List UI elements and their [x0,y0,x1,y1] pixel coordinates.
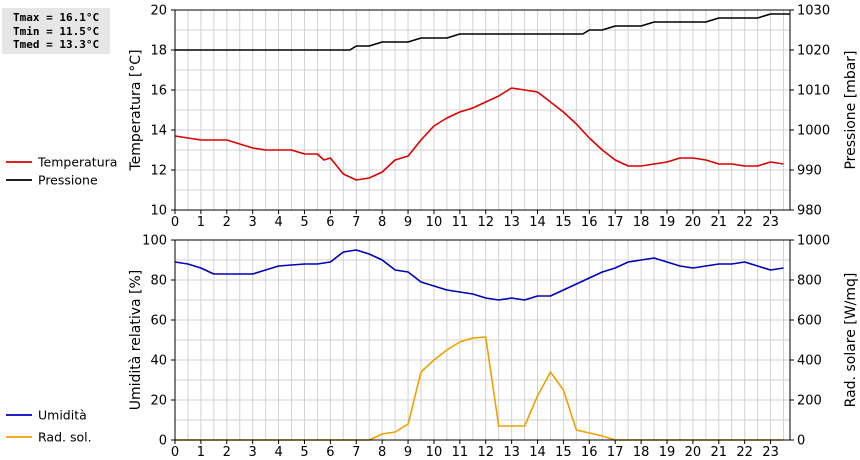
x-tick-label: 2 [223,215,231,230]
chart-panel-2: 0 1 2 3 4 5 6 7 8 9 10 11 12 13 14 15 16 17 18 19 20 21 22 2302… [6,234,859,460]
x-tick-label: 21 [711,215,728,230]
y-tick-label: 0 [159,434,167,449]
x-tick-label: 5 [300,215,308,230]
y-tick-label: 60 [150,314,167,329]
y-tick-label: 14 [150,124,167,139]
y2-tick-label: 400 [797,354,822,369]
x-tick-label: 15 [555,215,572,230]
x-tick-label: 0 [171,215,179,230]
y2-tick-label: 200 [797,394,822,409]
x-tick-label: 13 [503,215,520,230]
y-tick-label: 80 [150,274,167,289]
y2-tick-label: 990 [797,164,822,179]
x-tick-label: 7 [352,215,360,230]
legend-label: Temperatura [37,155,117,170]
x-tick-label: 1 [197,445,205,460]
x-tick-label: 17 [607,445,624,460]
chart-panel-1: 0 1 2 3 4 5 6 7 8 9 10 11 12 13 14 15 16 17 18 19 20 21 22 2310… [6,4,859,230]
y-axis-title: Temperatura [°C] [128,49,144,171]
series-line-rad-sol [175,336,784,441]
x-tick-label: 5 [300,445,308,460]
y2-tick-label: 1010 [797,84,830,99]
y2-tick-label: 0 [797,434,805,449]
x-tick-label: 16 [581,215,598,230]
x-tick-label: 10 [426,215,443,230]
x-tick-label: 8 [378,215,386,230]
x-tick-label: 19 [659,215,676,230]
y-tick-label: 16 [150,84,167,99]
x-tick-label: 8 [378,445,386,460]
x-tick-label: 7 [352,445,360,460]
x-tick-label: 23 [762,445,779,460]
x-tick-label: 11 [452,215,469,230]
y2-tick-label: 600 [797,314,822,329]
y-tick-label: 100 [142,234,167,249]
y-tick-label: 10 [150,204,167,219]
x-tick-label: 4 [274,215,282,230]
legend-label: Umidità [38,408,87,423]
x-tick-label: 13 [503,445,520,460]
x-tick-label: 18 [633,445,650,460]
y2-tick-label: 1000 [797,124,830,139]
y-tick-label: 18 [150,44,167,59]
y-tick-label: 20 [150,4,167,19]
plot-frame [174,9,791,211]
series-line-temperatura [174,87,784,181]
x-tick-label: 17 [607,215,624,230]
y-tick-label: 40 [150,354,167,369]
x-tick-label: 3 [249,445,257,460]
y-tick-label: 12 [150,164,167,179]
legend-label: Pressione [38,173,98,188]
x-tick-label: 18 [633,215,650,230]
x-tick-label: 2 [223,445,231,460]
series-line-pressione [175,13,790,51]
x-tick-label: 23 [762,215,779,230]
x-tick-label: 12 [477,215,494,230]
x-tick-label: 10 [426,445,443,460]
y2-tick-label: 980 [797,204,822,219]
y2-tick-label: 800 [797,274,822,289]
x-tick-label: 6 [326,445,334,460]
y2-tick-label: 1020 [797,44,830,59]
x-tick-label: 6 [326,215,334,230]
statistics-box: Tmax = 16.1°C Tmin = 11.5°C Tmed = 13.3°… [2,8,110,54]
y-axis-title: Umidità relativa [%] [128,270,144,411]
horizontal-gridlines [175,29,790,191]
x-tick-label: 20 [685,215,702,230]
x-tick-label: 19 [659,445,676,460]
x-tick-label: 14 [529,215,546,230]
x-tick-label: 22 [736,445,753,460]
x-tick-label: 16 [581,445,598,460]
y2-axis-title: Pressione [mbar] [843,50,859,169]
tmax-label: Tmax = 16.1°C [13,11,100,24]
x-tick-label: 4 [274,445,282,460]
x-tick-label: 11 [452,445,469,460]
plot-frame [174,239,791,441]
series-line-umidit [174,249,784,301]
horizontal-gridlines [175,259,790,421]
x-tick-label: 9 [404,445,412,460]
x-tick-label: 20 [685,445,702,460]
x-tick-label: 14 [529,445,546,460]
y2-axis-title: Rad. solare [W/mq] [843,273,859,408]
x-tick-label: 0 [171,445,179,460]
x-tick-label: 1 [197,215,205,230]
legend-label: Rad. sol. [38,430,92,445]
tmed-label: Tmed = 13.3°C [13,38,100,51]
x-tick-label: 12 [477,445,494,460]
y2-tick-label: 1030 [797,4,830,19]
y2-tick-label: 1000 [797,234,830,249]
x-tick-label: 21 [711,445,728,460]
x-tick-label: 3 [249,215,257,230]
x-tick-label: 15 [555,445,572,460]
x-tick-label: 9 [404,215,412,230]
x-tick-label: 22 [736,215,753,230]
tmin-label: Tmin = 11.5°C [13,24,100,38]
y-tick-label: 20 [150,394,167,409]
